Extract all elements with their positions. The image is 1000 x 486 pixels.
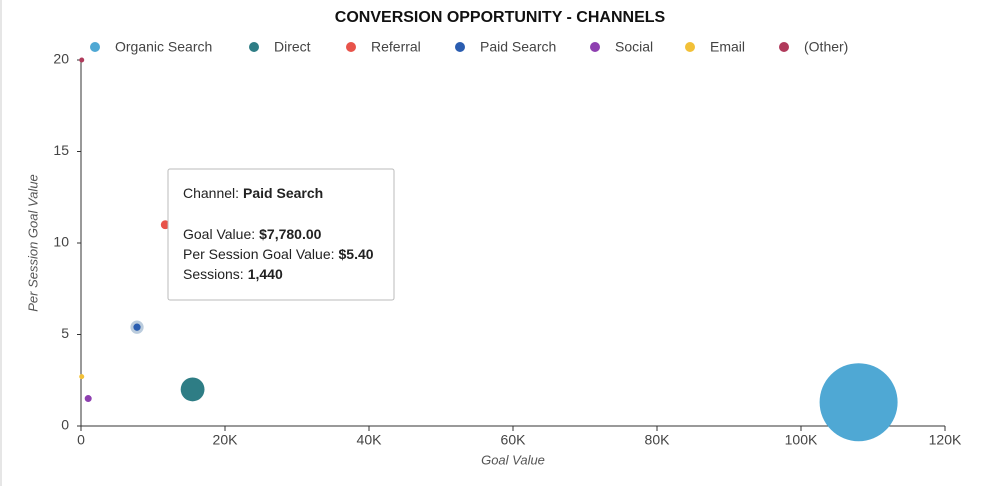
bubble [79, 374, 85, 380]
chart-title: CONVERSION OPPORTUNITY - CHANNELS [335, 9, 666, 26]
legend-label: Social [615, 39, 653, 55]
bubble [79, 57, 85, 63]
y-axis-label: Per Session Goal Value [25, 174, 40, 312]
tooltip-label: Goal Value: [183, 226, 255, 242]
legend-swatch [685, 42, 695, 52]
tooltip-label: Sessions: [183, 266, 244, 282]
tooltip: Channel: Paid Search Goal Value: $7,780.00 P… [167, 168, 395, 301]
tooltip-value: Paid Search [243, 185, 323, 201]
tooltip-row: Per Session Goal Value: $5.40 [183, 246, 374, 262]
x-tick-label: 120K [929, 432, 962, 448]
tooltip-value: 1,440 [248, 266, 283, 282]
y-tick-label: 15 [53, 142, 69, 158]
bubble [819, 363, 898, 442]
x-tick-label: 0 [77, 432, 85, 448]
legend-swatch [346, 42, 356, 52]
tooltip-value: $7,780.00 [259, 226, 321, 242]
legend-label: Organic Search [115, 39, 212, 55]
y-tick-label: 10 [53, 234, 69, 250]
legend-label: Paid Search [480, 39, 556, 55]
legend-label: Referral [371, 39, 421, 55]
bubble [84, 395, 92, 403]
legend-label: (Other) [804, 39, 848, 55]
tooltip-row: Goal Value: $7,780.00 [183, 226, 322, 242]
legend-swatch [779, 42, 789, 52]
x-tick-label: 60K [501, 432, 527, 448]
legend-swatch [90, 42, 100, 52]
x-tick-label: 20K [213, 432, 239, 448]
y-tick-label: 20 [53, 51, 69, 67]
legend-label: Direct [274, 39, 311, 55]
x-tick-label: 100K [785, 432, 818, 448]
bubble [130, 320, 144, 334]
x-axis-label: Goal Value [481, 452, 545, 467]
tooltip-row: Sessions: 1,440 [183, 266, 283, 282]
x-tick-label: 40K [357, 432, 383, 448]
bubble [160, 220, 170, 230]
tooltip-label: Per Session Goal Value: [183, 246, 335, 262]
legend-swatch [455, 42, 465, 52]
tooltip-box [167, 168, 395, 301]
tooltip-value: $5.40 [339, 246, 374, 262]
x-tick-label: 80K [645, 432, 671, 448]
tooltip-row: Channel: Paid Search [183, 185, 323, 201]
legend-label: Email [710, 39, 745, 55]
legend-swatch [249, 42, 259, 52]
bubble [180, 377, 205, 402]
y-tick-label: 0 [61, 417, 69, 433]
legend-swatch [590, 42, 600, 52]
y-tick-label: 5 [61, 325, 69, 341]
tooltip-label: Channel: [183, 185, 239, 201]
